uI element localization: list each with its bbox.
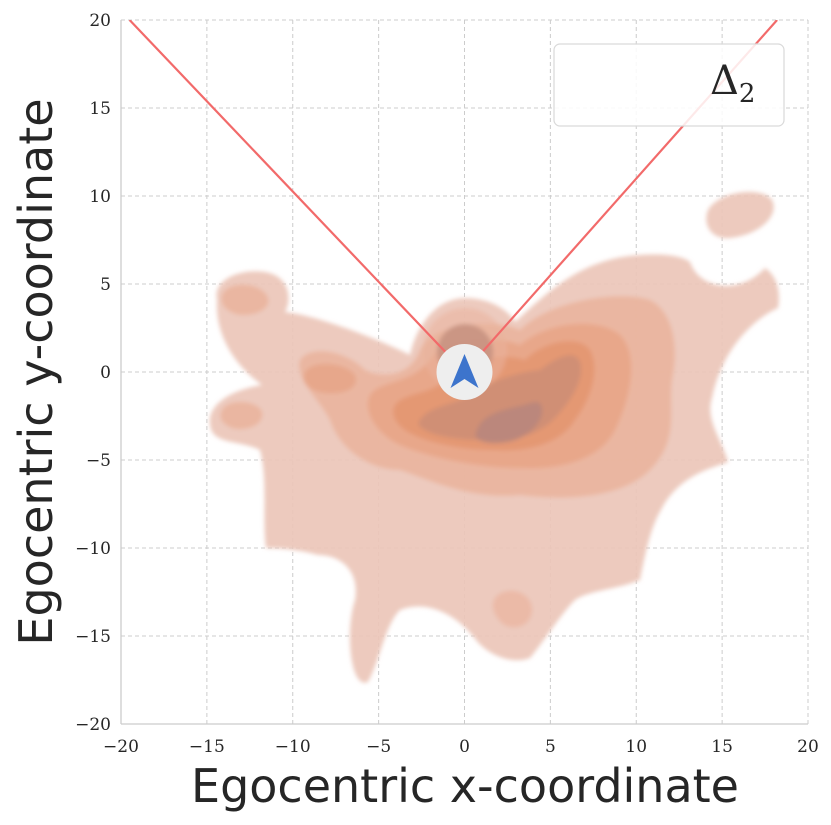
x-tick-labels: −20 −15 −10 −5 0 5 10 15 20 xyxy=(103,737,819,757)
x-tick-label: −10 xyxy=(275,737,311,757)
y-axis-label: Egocentric y-coordinate xyxy=(9,98,63,645)
y-tick-label: −20 xyxy=(75,715,111,735)
x-tick-label: 20 xyxy=(797,737,819,757)
x-tick-label: 10 xyxy=(625,737,647,757)
y-tick-label: −10 xyxy=(75,539,111,559)
y-tick-label: 5 xyxy=(100,275,111,295)
density-island-left-mid xyxy=(303,364,356,394)
y-tick-label: 20 xyxy=(89,11,111,31)
density-island-left-high xyxy=(221,284,269,316)
x-tick-label: 0 xyxy=(459,737,470,757)
x-tick-label: −15 xyxy=(189,737,225,757)
x-axis-label: Egocentric x-coordinate xyxy=(191,759,739,813)
legend-label-subscript: 2 xyxy=(739,79,756,109)
density-island-bottom xyxy=(492,590,533,628)
y-tick-label: 10 xyxy=(89,187,111,207)
y-tick-label: −5 xyxy=(86,451,111,471)
x-tick-label: 15 xyxy=(711,737,733,757)
agent-arrow-icon xyxy=(450,354,479,388)
y-tick-label: 15 xyxy=(89,99,111,119)
legend-box xyxy=(553,43,785,127)
x-tick-label: −5 xyxy=(366,737,391,757)
x-tick-label: −20 xyxy=(103,737,139,757)
fov-line-left xyxy=(128,20,466,373)
agent-marker xyxy=(436,344,493,400)
density-island-upper-right xyxy=(706,191,774,239)
density-level-5 xyxy=(418,355,582,441)
legend: Δ2 xyxy=(553,43,785,127)
density-peak xyxy=(475,402,543,444)
density-island-left-low xyxy=(220,401,263,430)
y-tick-label: −15 xyxy=(75,627,111,647)
density-contours xyxy=(209,191,779,683)
legend-label: Δ2 xyxy=(710,58,755,109)
legend-label-symbol: Δ xyxy=(710,58,739,104)
y-tick-labels: −20 −15 −10 −5 0 5 10 15 20 xyxy=(75,11,111,735)
y-tick-label: 0 xyxy=(100,363,111,383)
x-tick-label: 5 xyxy=(545,737,556,757)
